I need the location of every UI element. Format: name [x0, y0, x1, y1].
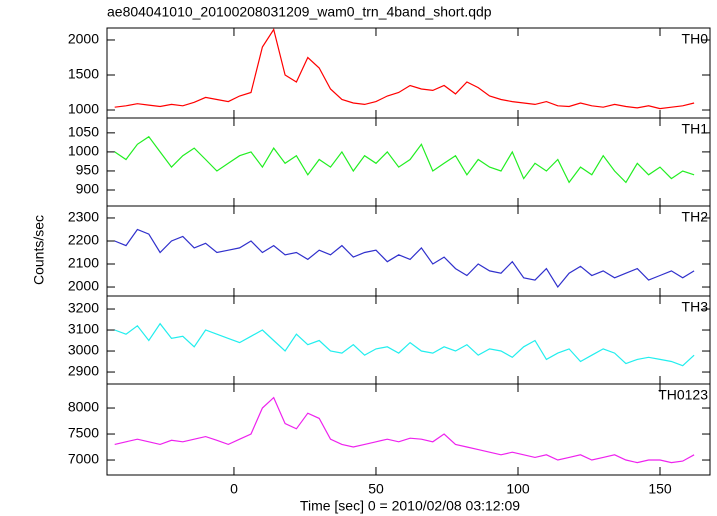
y-tick-label: 3000: [68, 342, 99, 358]
light-curve: [114, 322, 695, 367]
panel-label: TH2: [682, 209, 709, 225]
y-tick-label: 2100: [68, 255, 99, 271]
panel-label: TH1: [682, 121, 709, 137]
y-tick-label: 1000: [68, 143, 99, 159]
y-tick-label: 900: [76, 181, 100, 197]
y-tick-label: 2200: [68, 232, 99, 248]
panel-frame: [106, 295, 711, 385]
x-tick-label: 0: [230, 481, 238, 497]
y-tick-label: 1050: [68, 124, 99, 140]
y-tick-label: 7500: [68, 425, 99, 441]
x-tick-label: 100: [506, 481, 530, 497]
panel-label: TH0123: [658, 387, 708, 403]
y-tick-label: 3100: [68, 321, 99, 337]
light-curve: [114, 28, 695, 110]
x-tick-label: 50: [368, 481, 384, 497]
y-axis-label: Counts/sec: [31, 215, 47, 285]
panel-frame: [106, 117, 711, 207]
x-axis-label: Time [sec] 0 = 2010/02/08 03:12:09: [300, 498, 520, 514]
panel-frame: [106, 383, 711, 476]
light-curve: [114, 135, 695, 184]
y-tick-label: 2000: [68, 31, 99, 47]
y-tick-label: 2000: [68, 278, 99, 294]
y-tick-label: 2300: [68, 209, 99, 225]
panel-label: TH0: [682, 31, 709, 47]
panel-frame: [106, 205, 711, 297]
panel-label: TH3: [682, 299, 709, 315]
y-tick-label: 1000: [68, 101, 99, 117]
light-curve: [114, 396, 695, 464]
y-tick-label: 950: [76, 162, 100, 178]
panel-frame: [106, 27, 711, 119]
y-tick-label: 8000: [68, 399, 99, 415]
chart-title: ae804041010_20100208031209_wam0_trn_4ban…: [107, 4, 492, 20]
light-curve: [114, 228, 695, 289]
y-tick-label: 3200: [68, 300, 99, 316]
x-tick-label: 150: [648, 481, 672, 497]
y-tick-label: 7000: [68, 451, 99, 467]
y-tick-label: 2900: [68, 363, 99, 379]
y-tick-label: 1500: [68, 66, 99, 82]
